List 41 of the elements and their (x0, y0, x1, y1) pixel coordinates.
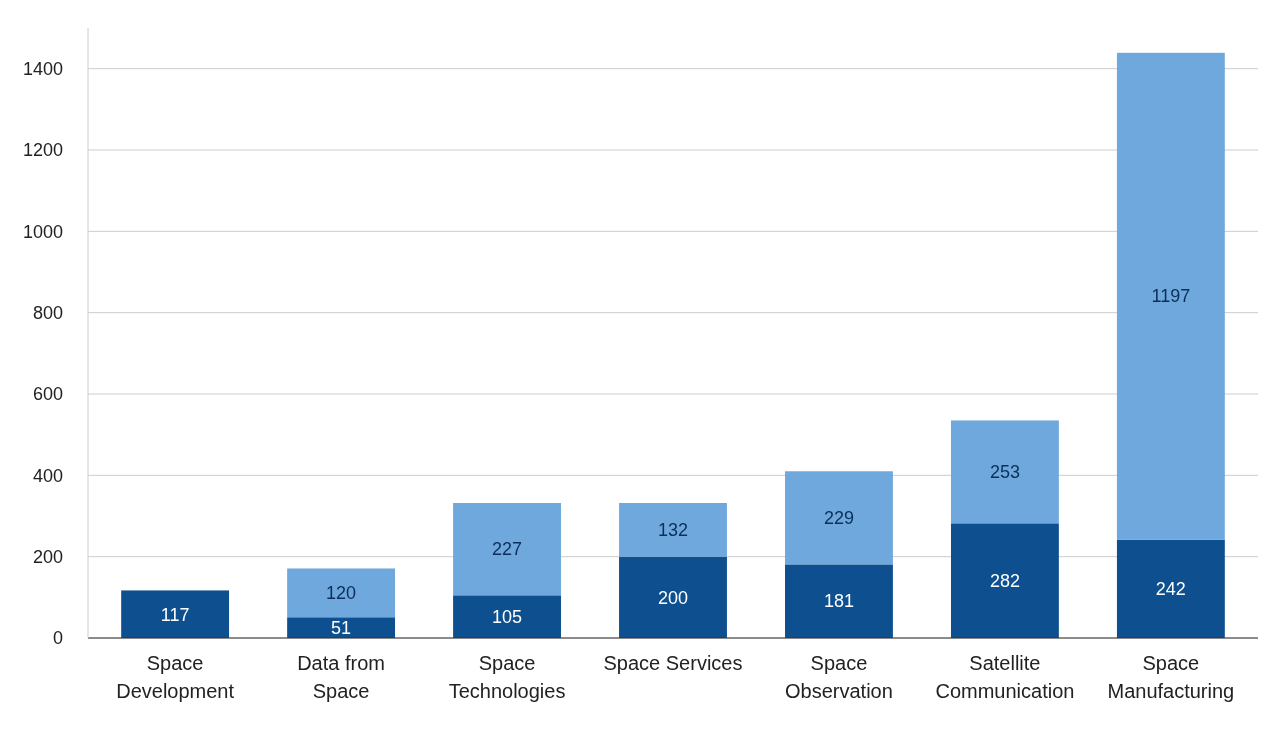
y-tick-label: 1400 (22, 58, 63, 79)
x-tick-label: Space Manufacturing (1107, 652, 1235, 702)
bar (453, 595, 561, 638)
y-tick-label: 1000 (22, 221, 63, 242)
x-tick-label: Data from Space (297, 652, 385, 702)
bar (453, 502, 561, 596)
bar (950, 523, 1059, 638)
x-tick-label: Space Technologies (448, 652, 566, 702)
y-tick-label: 600 (32, 384, 63, 405)
data-label: 1197 (1151, 286, 1191, 307)
data-label: 181 (823, 591, 854, 612)
bar (619, 556, 727, 638)
bar (287, 617, 396, 638)
x-tick-label: Space Observation (785, 652, 893, 702)
data-label: 282 (989, 570, 1020, 591)
data-label: 200 (657, 587, 689, 608)
data-label: 105 (492, 606, 523, 627)
y-tick-label: 1200 (22, 140, 63, 161)
data-label: 242 (1155, 579, 1186, 600)
y-tick-label: 0 (52, 628, 63, 649)
data-label: 132 (657, 520, 689, 541)
x-tick-label: Space Development (116, 652, 235, 702)
y-tick-label: 400 (32, 465, 63, 486)
bar (121, 590, 230, 638)
bar (1116, 52, 1225, 540)
bar (1116, 539, 1225, 638)
data-label: 227 (492, 539, 523, 560)
y-tick-label: 800 (32, 302, 63, 323)
x-tick-label: Satellite Communication (935, 652, 1075, 702)
x-tick-label: Space Services (603, 652, 743, 674)
bar (785, 564, 893, 638)
y-tick-label: 200 (32, 546, 63, 567)
data-label: 120 (326, 583, 357, 604)
bar (619, 502, 727, 557)
data-label: 51 (331, 617, 352, 638)
data-label: 229 (823, 508, 854, 529)
data-label: 253 (989, 462, 1020, 483)
bar (950, 420, 1059, 524)
bar (785, 471, 893, 565)
data-label: 117 (160, 604, 190, 625)
bar (287, 568, 396, 618)
